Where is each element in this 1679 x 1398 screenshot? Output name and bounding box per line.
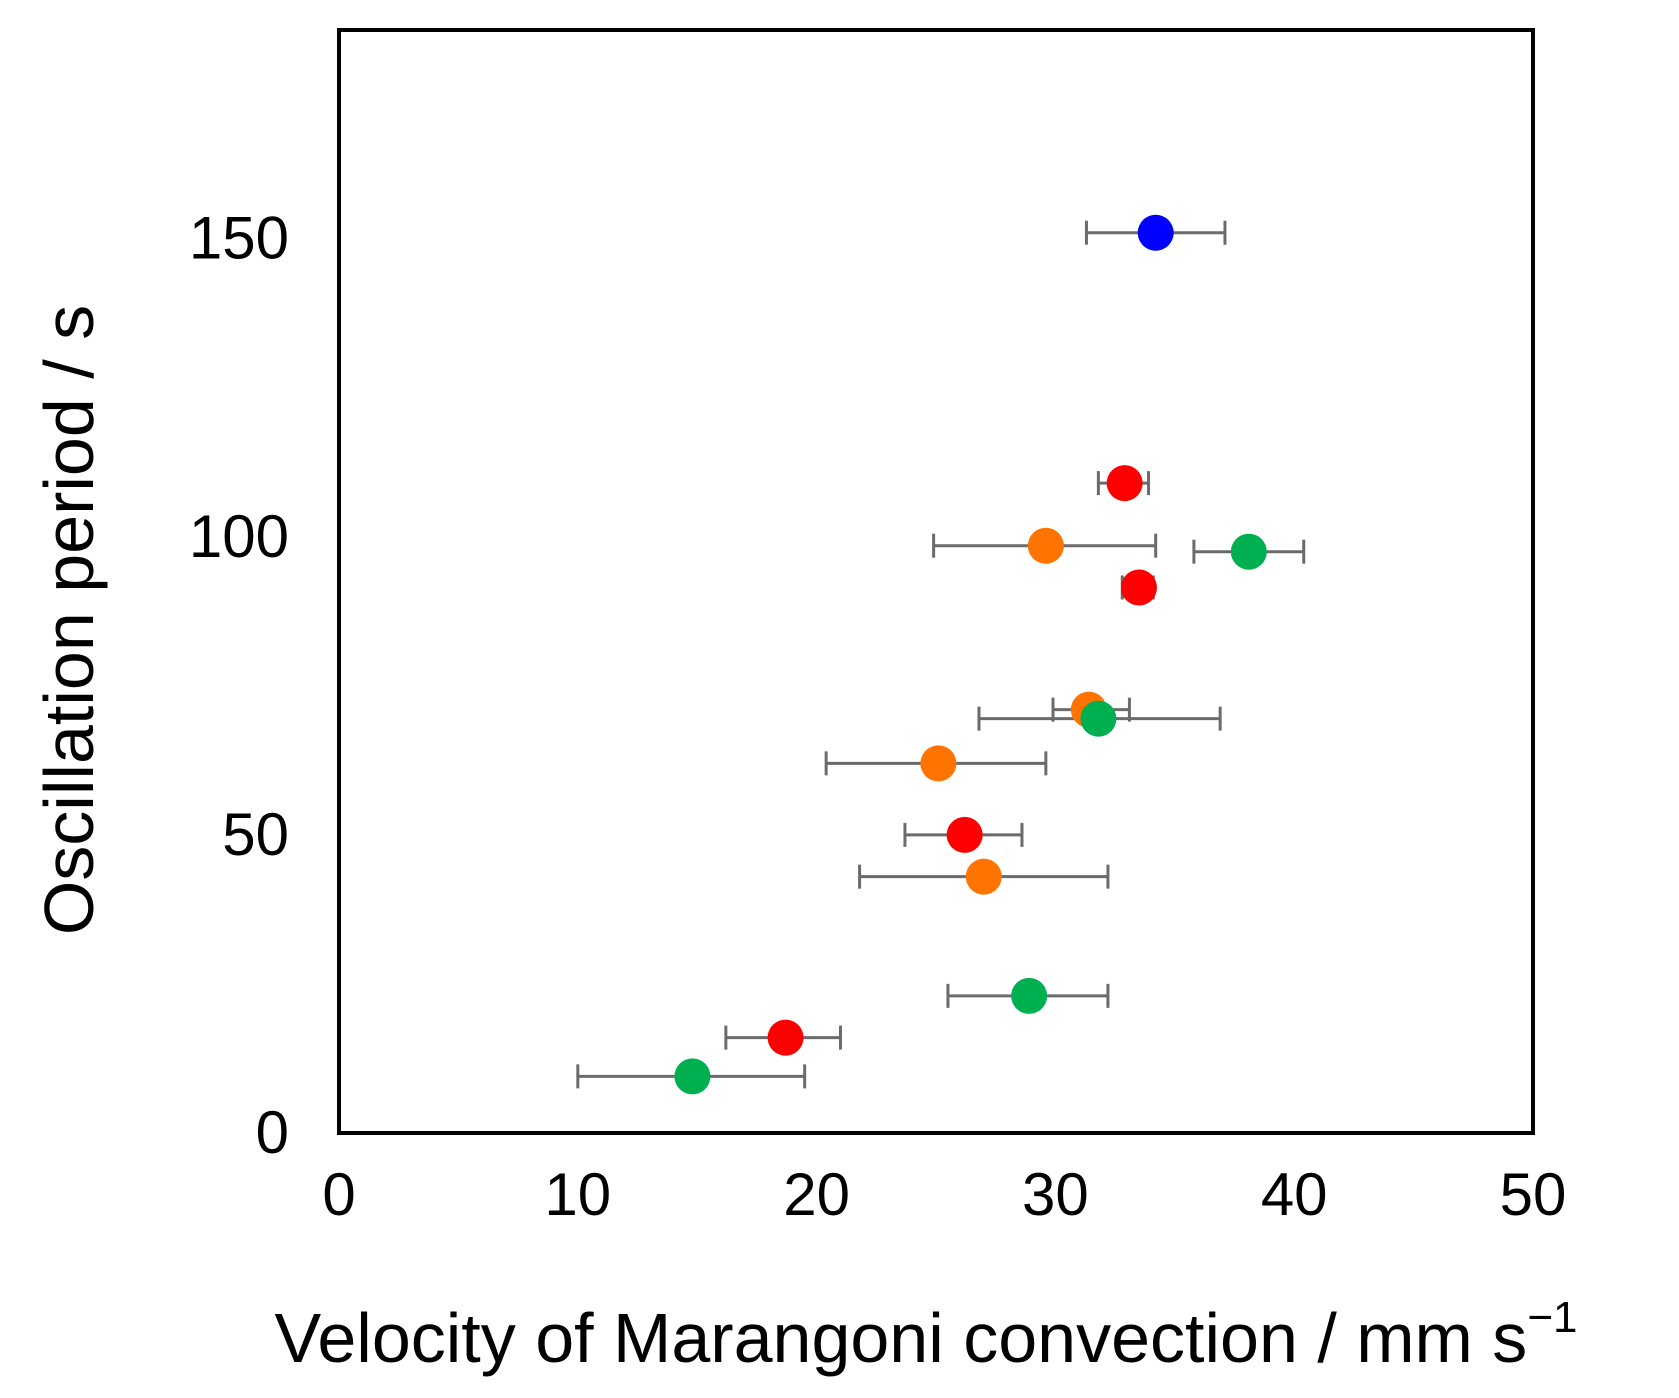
x-tick-label: 0 — [322, 1161, 355, 1228]
x-axis-label-text: Velocity of Marangoni convection / mm s — [275, 1299, 1528, 1377]
plot-frame — [337, 28, 1535, 1135]
data-point-green — [1011, 977, 1048, 1014]
data-point-red — [1120, 569, 1157, 606]
data-point-red — [946, 816, 983, 853]
x-tick-label: 50 — [1500, 1161, 1567, 1228]
data-point-red — [767, 1019, 804, 1056]
data-point-orange — [965, 858, 1002, 895]
y-tick-label: 0 — [256, 1099, 289, 1166]
data-point-orange — [1027, 527, 1064, 564]
y-tick-label: 150 — [189, 205, 289, 272]
x-tick-label: 20 — [783, 1161, 850, 1228]
data-point-red — [1106, 465, 1143, 502]
data-point-green — [674, 1058, 711, 1095]
y-tick-label: 50 — [222, 801, 289, 868]
data-point-blue — [1137, 214, 1174, 251]
x-tick-label: 30 — [1022, 1161, 1089, 1228]
data-point-orange — [920, 745, 957, 782]
data-points — [674, 214, 1267, 1095]
y-tick-label: 100 — [189, 503, 289, 570]
x-tick-label: 40 — [1261, 1161, 1328, 1228]
y-axis-label: Oscillation period / s — [30, 305, 108, 935]
data-point-green — [1230, 533, 1267, 570]
y-tick-labels: 0 50 100 150 — [189, 205, 289, 1166]
data-point-green — [1080, 700, 1117, 737]
x-axis-label: Velocity of Marangoni convection / mm s−… — [275, 1293, 1578, 1377]
x-tick-labels: 0 10 20 30 40 50 — [322, 1161, 1566, 1228]
x-tick-label: 10 — [544, 1161, 611, 1228]
x-axis-label-superscript: −1 — [1527, 1293, 1577, 1342]
